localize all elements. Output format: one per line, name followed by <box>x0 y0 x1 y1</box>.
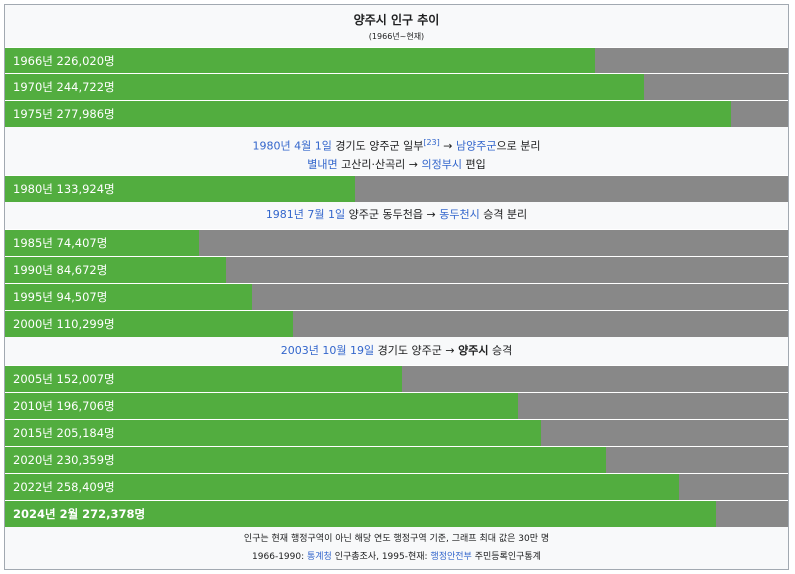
chart-footer: 인구는 현재 행정구역이 아닌 해당 연도 행정구역 기준, 그래프 최대 값은… <box>5 530 788 566</box>
bar-row: 2022년 258,409명 <box>5 473 788 500</box>
footer-sources: 1966-1990: 통계청 인구총조사, 1995-현재: 행정안전부 주민등… <box>5 548 788 566</box>
note-date-link[interactable]: 1980년 4월 1일 <box>252 139 332 153</box>
note-text: 양주군 동두천읍 → <box>345 208 440 221</box>
note-text: 승격 <box>488 344 513 357</box>
bar-fill <box>5 284 252 310</box>
bar-fill <box>5 176 355 202</box>
note-text: 경기도 양주군 → <box>374 344 459 357</box>
bar-label: 1975년 277,986명 <box>13 107 115 121</box>
note-1981: 1981년 7월 1일 양주군 동두천읍 → 동두천시 승격 분리 <box>5 206 788 224</box>
note-text: 편입 <box>462 157 486 171</box>
note-1980: 1980년 4월 1일 경기도 양주군 일부[23] → 남양주군으로 분리 별… <box>5 134 788 174</box>
note-date-link[interactable]: 2003년 10월 19일 <box>280 344 375 357</box>
bar-label: 1985년 74,407명 <box>13 236 108 250</box>
bar-fill <box>5 420 541 446</box>
bar-label: 1990년 84,672명 <box>13 263 108 277</box>
bar-row: 2010년 196,706명 <box>5 392 788 419</box>
bar-row: 1985년 74,407명 <box>5 229 788 256</box>
bar-fill <box>5 101 731 127</box>
bar-fill <box>5 447 607 473</box>
note-text: 승격 분리 <box>479 208 528 221</box>
bar-label: 1966년 226,020명 <box>13 53 115 68</box>
bar-row: 2015년 205,184명 <box>5 419 788 446</box>
bar-label: 2024년 2월 272,378명 <box>13 507 146 521</box>
bar-fill <box>5 48 595 73</box>
bar-label: 1995년 94,507명 <box>13 290 108 304</box>
bar-fill <box>5 393 519 419</box>
bar-fill <box>5 501 716 527</box>
bar-row: 1975년 277,986명 <box>5 100 788 127</box>
reference-link[interactable]: [23] <box>423 138 440 147</box>
bar-label: 2015년 205,184명 <box>13 426 115 440</box>
bar-fill <box>5 230 200 256</box>
bar-row: 2020년 230,359명 <box>5 446 788 473</box>
bar-fill <box>5 366 402 392</box>
uijeongbu-link[interactable]: 의정부시 <box>421 157 463 171</box>
footer-text: 1966-1990: <box>252 552 307 562</box>
bar-row: 1990년 84,672명 <box>5 256 788 283</box>
note-text: → <box>439 139 456 153</box>
bar-label: 1970년 244,722명 <box>13 80 115 94</box>
chart-subtitle: (1966년~현재) <box>368 32 425 41</box>
bar-row: 2005년 152,007명 <box>5 365 788 392</box>
bar-label: 2010년 196,706명 <box>13 399 115 413</box>
bar-fill <box>5 311 293 337</box>
bar-row: 1966년 226,020명 <box>5 47 788 73</box>
statistics-korea-link[interactable]: 통계청 <box>307 552 332 562</box>
bar-fill <box>5 74 644 100</box>
bar-label: 2005년 152,007명 <box>13 372 115 386</box>
bar-label: 2020년 230,359명 <box>13 453 115 467</box>
bar-label: 1980년 133,924명 <box>13 182 115 196</box>
note-2003: 2003년 10월 19일 경기도 양주군 → 양주시 승격 <box>5 342 788 360</box>
bar-row: 1970년 244,722명 <box>5 73 788 100</box>
population-chart-box: 양주시 인구 추이 (1966년~현재) 1966년 226,020명 1970… <box>4 4 789 570</box>
note-text: 경기도 양주군 일부 <box>331 139 424 153</box>
chart-title: 양주시 인구 추이 <box>353 13 440 27</box>
bar-row: 1980년 133,924명 <box>5 175 788 202</box>
bar-label: 2022년 258,409명 <box>13 480 115 494</box>
footer-note: 인구는 현재 행정구역이 아닌 해당 연도 행정구역 기준, 그래프 최대 값은… <box>243 534 550 544</box>
namyangju-link[interactable]: 남양주군 <box>455 139 497 153</box>
note-text: 으로 분리 <box>496 139 541 153</box>
bar-row: 2024년 2월 272,378명 <box>5 500 788 527</box>
bar-fill <box>5 257 226 283</box>
note-date-link[interactable]: 1981년 7월 1일 <box>265 208 346 221</box>
bar-label: 2000년 110,299명 <box>13 317 115 331</box>
footer-text: 주민등록인구통계 <box>471 552 541 562</box>
dongducheon-link[interactable]: 동두천시 <box>439 208 480 221</box>
footer-text: 인구총조사, 1995-현재: <box>331 552 431 562</box>
note-text-bold: 양주시 <box>458 344 489 357</box>
byeollae-link[interactable]: 별내면 <box>307 157 338 171</box>
bar-row: 1995년 94,507명 <box>5 283 788 310</box>
note-text: 고산리·산곡리 → <box>337 157 422 171</box>
ministry-interior-link[interactable]: 행정안전부 <box>430 552 472 562</box>
bar-row: 2000년 110,299명 <box>5 310 788 337</box>
bar-fill <box>5 474 680 500</box>
